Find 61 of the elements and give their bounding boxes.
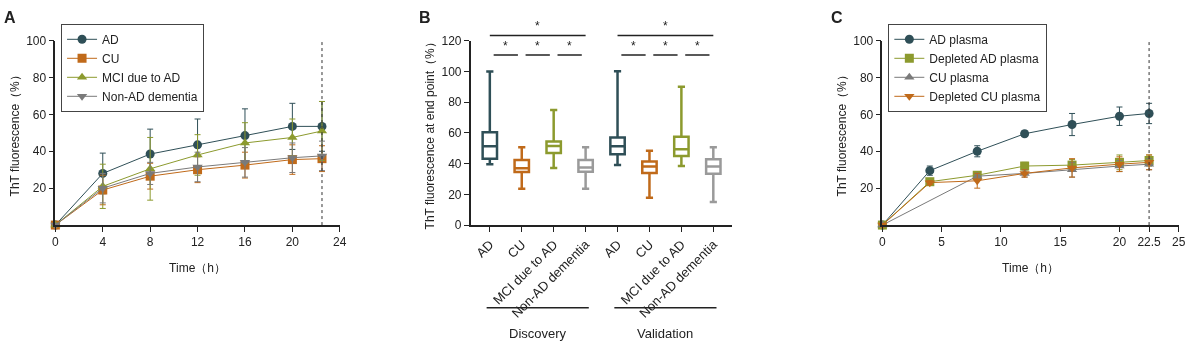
x-tick-label: 12 xyxy=(190,235,205,250)
x-axis-title: Time（h） xyxy=(169,260,227,275)
annotation: * xyxy=(503,39,508,53)
x-tick-label: 20 xyxy=(285,235,300,250)
y-tick-label: 60 xyxy=(859,107,874,122)
x-tick-label: AD xyxy=(600,237,625,261)
x-tick-label: 22.5 xyxy=(1137,235,1162,250)
x-tick-label: 15 xyxy=(1053,235,1068,250)
y-tick-label: 80 xyxy=(448,95,462,110)
legend-label: AD plasma xyxy=(929,32,989,47)
text: * xyxy=(663,19,668,33)
legend-label: CU xyxy=(102,51,120,66)
annotation: * xyxy=(695,39,700,53)
y-tick-label: 100 xyxy=(26,33,47,48)
x-tick-label: 16 xyxy=(238,235,252,250)
y-tick-label: 0 xyxy=(454,218,462,233)
x-tick-label: AD xyxy=(473,237,497,261)
text: * xyxy=(535,19,540,33)
y-tick-label: 20 xyxy=(32,181,47,196)
annotation: * xyxy=(631,39,636,53)
y-tick-label: 80 xyxy=(859,70,874,85)
x-tick-label: 0 xyxy=(52,235,60,250)
y-tick-label: 20 xyxy=(448,187,462,202)
y-tick-label: 40 xyxy=(32,144,47,159)
x-tick-label: CU xyxy=(504,237,529,261)
x-tick-label: 8 xyxy=(146,235,154,250)
y-axis-title: ThT fluorescence（%） xyxy=(7,69,22,197)
y-tick-label: 100 xyxy=(441,64,462,79)
x-axis-title: Time（h） xyxy=(1002,260,1060,275)
x-tick-label: 25 xyxy=(1172,235,1186,250)
x-tick-label: CU xyxy=(632,237,657,261)
legend-label: Depleted CU plasma xyxy=(929,89,1041,104)
y-tick-label: 20 xyxy=(859,181,874,196)
chart-title: C xyxy=(831,9,843,26)
x-tick-label: 4 xyxy=(99,235,107,250)
x-tick-label: 20 xyxy=(1112,235,1127,250)
y-tick-label: 60 xyxy=(448,126,462,141)
x-tick-label: 0 xyxy=(879,235,887,250)
legend-label: Non-AD dementia xyxy=(102,89,198,104)
y-tick-label: 100 xyxy=(853,33,874,48)
y-tick-label: 80 xyxy=(32,70,47,85)
annotation: * xyxy=(535,39,540,53)
chart-title: A xyxy=(4,9,16,26)
annotation: * xyxy=(567,39,572,53)
y-tick-label: 120 xyxy=(441,33,462,48)
chart-title: B xyxy=(419,9,431,26)
x-tick-label: 10 xyxy=(994,235,1008,250)
x-tick-label: 5 xyxy=(938,235,946,250)
y-tick-label: 40 xyxy=(448,156,462,171)
y-axis-title: ThT fluorescence at end point（%） xyxy=(423,36,438,230)
legend-label: MCI due to AD xyxy=(102,70,181,85)
annotation: * xyxy=(663,39,668,53)
legend-label: AD xyxy=(102,32,120,47)
y-tick-label: 40 xyxy=(859,144,874,159)
y-tick-label: 60 xyxy=(32,107,47,122)
text: Validation xyxy=(637,326,694,341)
x-tick-label: 24 xyxy=(333,235,347,250)
text: Discovery xyxy=(509,326,567,341)
legend-label: Depleted AD plasma xyxy=(929,51,1040,66)
legend-label: CU plasma xyxy=(929,70,990,85)
y-axis-title: ThT fluorescence（%） xyxy=(835,69,850,197)
